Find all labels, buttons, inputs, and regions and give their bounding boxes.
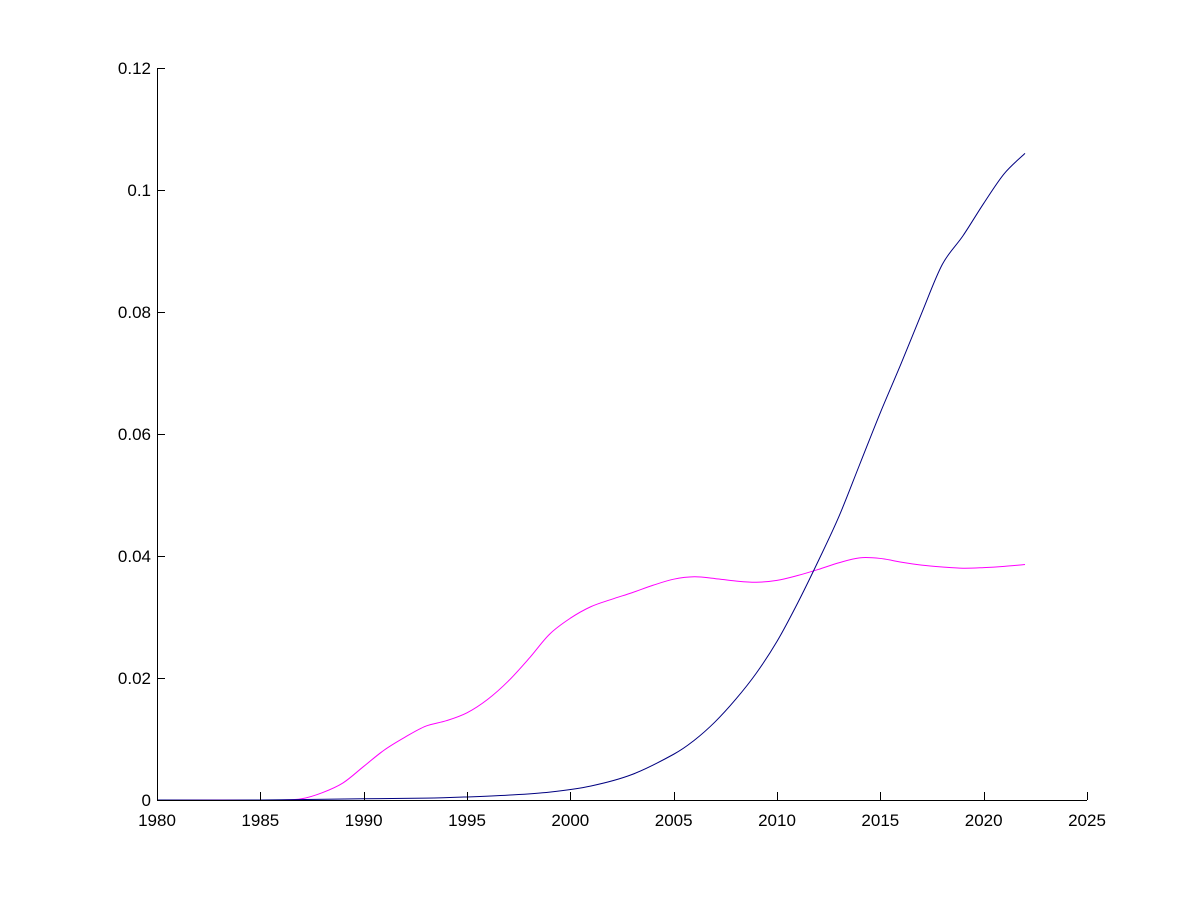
y-tick-label: 0.06 xyxy=(118,425,151,444)
x-ticks: 1980 1985 1990 1995 2000 2005 2010 2015 2020 2025 xyxy=(138,792,1106,830)
y-tick-label: 0.12 xyxy=(118,59,151,78)
axes-layer xyxy=(157,68,1087,801)
y-tick-label: 0.08 xyxy=(118,303,151,322)
series-line-2 xyxy=(156,153,1026,801)
x-tick-label: 1990 xyxy=(345,811,383,830)
x-tick-label: 2010 xyxy=(758,811,796,830)
y-ticks: 0 0.02 0.04 0.06 0.08 0.1 0.12 xyxy=(118,59,165,810)
x-tick-label: 1985 xyxy=(241,811,279,830)
y-tick-label: 0.1 xyxy=(127,181,151,200)
x-tick-label: 2015 xyxy=(861,811,899,830)
y-tick-label: 0.02 xyxy=(118,669,151,688)
x-tick-label: 1995 xyxy=(448,811,486,830)
series-line-1 xyxy=(157,557,1026,801)
x-tick-label: 2005 xyxy=(655,811,693,830)
x-tick-label: 2000 xyxy=(551,811,589,830)
x-tick-label: 2025 xyxy=(1068,811,1106,830)
y-tick-label: 0 xyxy=(142,791,151,810)
y-tick-label: 0.04 xyxy=(118,547,151,566)
x-tick-label: 1980 xyxy=(138,811,176,830)
series-layer xyxy=(156,153,1026,801)
x-tick-label: 2020 xyxy=(965,811,1003,830)
